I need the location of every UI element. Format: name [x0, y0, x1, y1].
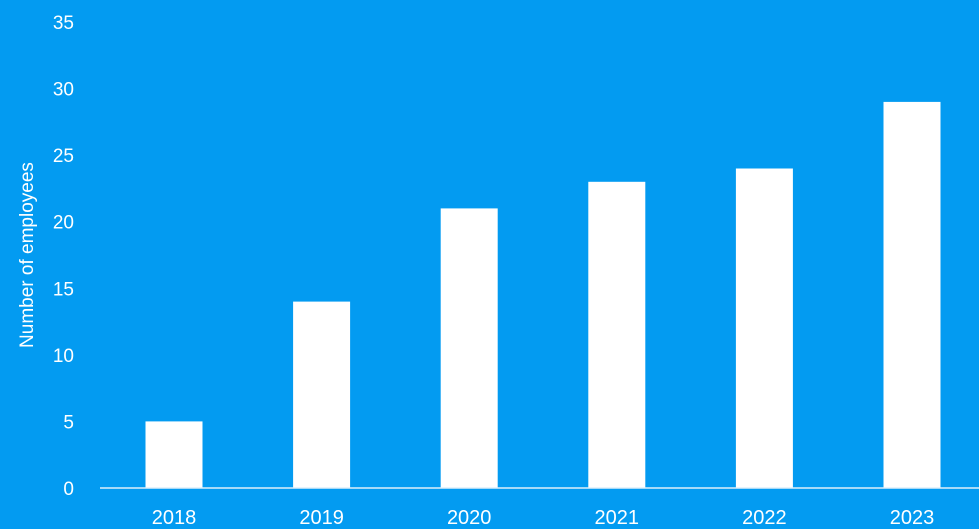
x-axis-tick-labels: 2018 2019 2020 2021 2022 2023 — [152, 507, 935, 529]
y-tick-label: 35 — [53, 13, 74, 34]
y-tick-label: 10 — [53, 346, 74, 367]
y-tick-label: 5 — [63, 412, 74, 433]
x-tick-label-2023: 2023 — [890, 507, 935, 529]
bar-2019 — [293, 301, 351, 488]
x-tick-label-2020: 2020 — [447, 507, 492, 529]
y-tick-label: 30 — [53, 80, 74, 101]
y-tick-label: 20 — [53, 213, 74, 234]
bar-2023 — [883, 101, 941, 489]
bar-2018 — [145, 421, 203, 488]
y-tick-label: 15 — [53, 279, 74, 300]
x-tick-label-2018: 2018 — [152, 507, 197, 529]
y-axis-tick-labels: 0 5 10 15 20 25 30 35 — [53, 13, 74, 500]
y-axis-label: Number of employees — [17, 162, 38, 348]
bar-2021 — [588, 181, 646, 489]
x-tick-label-2021: 2021 — [595, 507, 640, 529]
bar-2022 — [735, 168, 793, 488]
x-tick-label-2022: 2022 — [742, 507, 787, 529]
y-tick-label: 25 — [53, 146, 74, 167]
bar-2020 — [440, 208, 498, 488]
y-tick-label: 0 — [63, 479, 74, 500]
bars — [145, 101, 941, 489]
x-tick-label-2019: 2019 — [299, 507, 344, 529]
